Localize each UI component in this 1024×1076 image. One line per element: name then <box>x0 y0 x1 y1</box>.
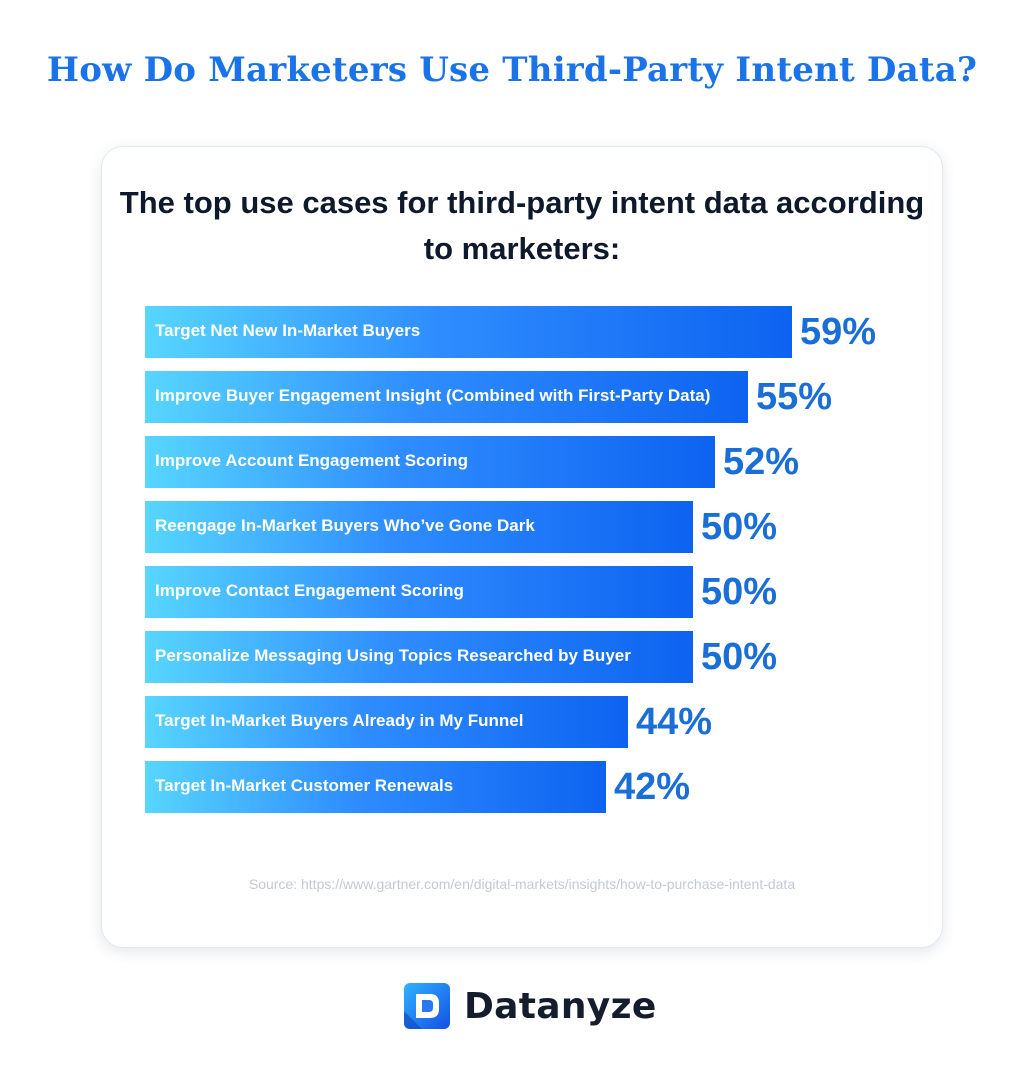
bar-value-label: 50% <box>701 636 778 678</box>
brand: Datanyze <box>402 980 657 1032</box>
chart-card: The top use cases for third-party intent… <box>101 146 943 948</box>
brand-name: Datanyze <box>464 985 657 1027</box>
bar-label: Target Net New In-Market Buyers <box>155 321 421 340</box>
bar: Improve Contact Engagement Scoring <box>145 566 693 618</box>
bar-row: Improve Contact Engagement Scoring 50% <box>145 566 813 618</box>
bar-row: Target Net New In-Market Buyers 59% <box>145 306 912 358</box>
datanyze-logo-icon <box>404 983 450 1029</box>
source-note: Source: https://www.gartner.com/en/digit… <box>248 876 796 892</box>
bar-row: Personalize Messaging Using Topics Resea… <box>145 631 813 683</box>
bar-label: Improve Contact Engagement Scoring <box>155 581 464 600</box>
bar-value-label: 50% <box>701 506 778 548</box>
bar-chart: Target Net New In-Market Buyers 59% Improv… <box>102 147 942 947</box>
bar-value-label: 55% <box>756 376 833 418</box>
bar-label: Improve Buyer Engagement Insight (Combin… <box>155 386 711 405</box>
bar: Target In-Market Customer Renewals <box>145 761 606 813</box>
bar-value-label: 50% <box>701 571 778 613</box>
bar-value-label: 59% <box>800 311 877 353</box>
bar: Improve Buyer Engagement Insight (Combin… <box>145 371 748 423</box>
bar-label: Personalize Messaging Using Topics Resea… <box>155 646 631 665</box>
bar-label: Target In-Market Buyers Already in My Fu… <box>155 711 524 730</box>
bar: Improve Account Engagement Scoring <box>145 436 715 488</box>
bar: Target Net New In-Market Buyers <box>145 306 792 358</box>
bar-label: Improve Account Engagement Scoring <box>155 451 468 470</box>
bar-row: Reengage In-Market Buyers Who’ve Gone Da… <box>145 501 813 553</box>
bar-row: Improve Account Engagement Scoring 52% <box>145 436 835 488</box>
bar-row: Target In-Market Customer Renewals 42% <box>145 761 726 813</box>
bar: Personalize Messaging Using Topics Resea… <box>145 631 693 683</box>
page-title: How Do Marketers Use Third-Party Intent … <box>46 50 978 90</box>
bar-value-label: 44% <box>636 701 713 743</box>
bar-value-label: 52% <box>723 441 800 483</box>
bar-value-label: 42% <box>614 766 691 808</box>
bar-label: Reengage In-Market Buyers Who’ve Gone Da… <box>155 516 535 535</box>
bar: Target In-Market Buyers Already in My Fu… <box>145 696 628 748</box>
bar-row: Target In-Market Buyers Already in My Fu… <box>145 696 748 748</box>
bar-label: Target In-Market Customer Renewals <box>155 776 454 795</box>
chart-title: The top use cases for third-party intent… <box>119 185 925 266</box>
bar: Reengage In-Market Buyers Who’ve Gone Da… <box>145 501 693 553</box>
bar-row: Improve Buyer Engagement Insight (Combin… <box>145 371 868 423</box>
